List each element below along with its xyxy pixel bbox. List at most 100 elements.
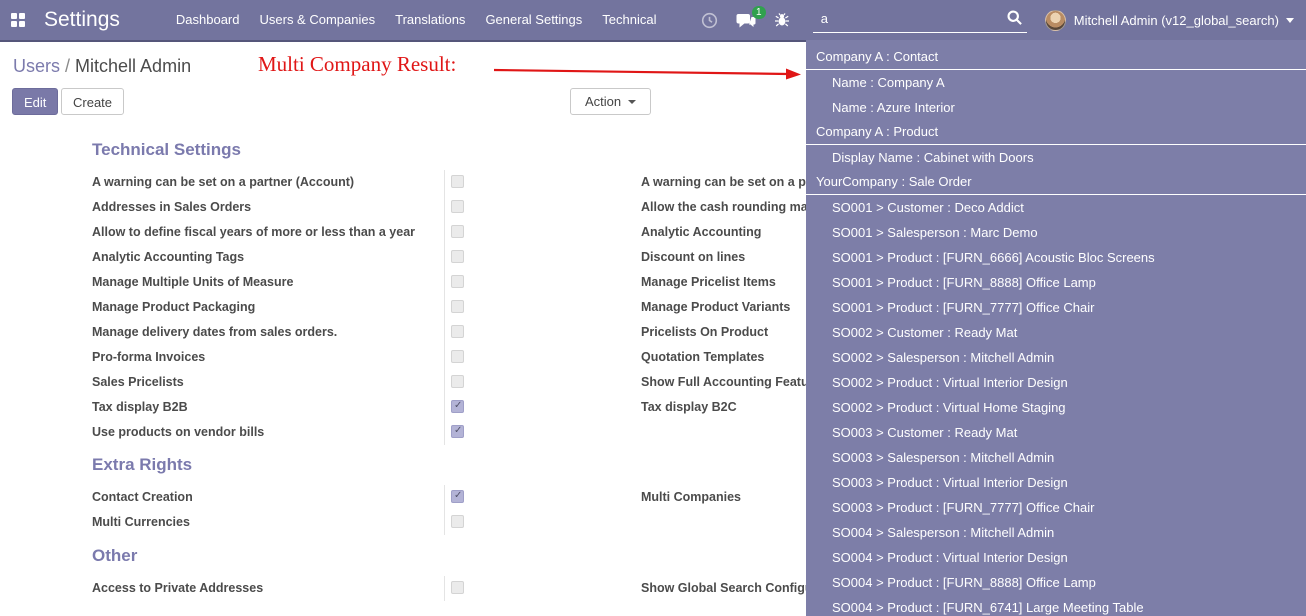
search-result-item[interactable]: SO002 > Salesperson : Mitchell Admin <box>832 350 1055 365</box>
systray: 1 Mitchell Admi <box>692 5 1306 33</box>
setting-cell: Manage delivery dates from sales orders. <box>92 320 641 345</box>
menu-translations[interactable]: Translations <box>395 12 466 27</box>
search-result-item[interactable]: SO003 > Salesperson : Mitchell Admin <box>832 450 1055 465</box>
search-result-item[interactable]: SO001 > Customer : Deco Addict <box>832 200 1024 215</box>
setting-cell: Tax display B2B <box>92 395 641 420</box>
setting-label: Quotation Templates <box>641 350 765 364</box>
setting-cell: Multi Currencies <box>92 510 641 535</box>
setting-label: Show Full Accounting Features <box>641 375 828 389</box>
setting-label: Tax display B2B <box>92 400 188 414</box>
breadcrumb-current: Mitchell Admin <box>75 56 192 76</box>
column-separator <box>444 170 445 445</box>
user-avatar <box>1044 9 1066 31</box>
navbar-bottom-border <box>0 40 1306 42</box>
apps-grid-icon <box>11 13 25 27</box>
search-result-item[interactable]: Name : Azure Interior <box>832 100 955 115</box>
apps-menu-button[interactable] <box>0 13 36 27</box>
section-title: Technical Settings <box>92 140 241 159</box>
search-result-item[interactable]: SO003 > Customer : Ready Mat <box>832 425 1018 440</box>
setting-row: Use products on vendor bills <box>92 420 1306 445</box>
setting-checkbox[interactable] <box>451 225 464 238</box>
setting-checkbox[interactable] <box>451 325 464 338</box>
search-result-item[interactable]: SO002 > Customer : Ready Mat <box>832 325 1018 340</box>
setting-label: Manage Product Variants <box>641 300 791 314</box>
search-result-item[interactable]: SO004 > Salesperson : Mitchell Admin <box>832 525 1055 540</box>
chevron-down-icon <box>1286 17 1294 23</box>
setting-label: Sales Pricelists <box>92 375 184 389</box>
create-button[interactable]: Create <box>61 88 125 115</box>
search-result-item[interactable]: SO001 > Product : [FURN_7777] Office Cha… <box>832 300 1095 315</box>
global-search-box <box>812 7 1027 33</box>
setting-checkbox[interactable] <box>451 350 464 363</box>
bug-icon <box>774 13 789 27</box>
setting-checkbox[interactable] <box>451 300 464 313</box>
menu-users-companies[interactable]: Users & Companies <box>259 12 376 27</box>
setting-label: Show Global Search Configuration <box>641 581 848 595</box>
messages-button[interactable]: 1 <box>727 5 766 29</box>
section-title: Other <box>92 546 138 565</box>
search-result-category: Company A : Product <box>806 120 1306 145</box>
setting-label: A warning can be set on a partner (Accou… <box>92 175 355 189</box>
search-result-item[interactable]: SO003 > Product : [FURN_7777] Office Cha… <box>832 500 1095 515</box>
setting-checkbox[interactable] <box>451 200 464 213</box>
section-title: Extra Rights <box>92 455 193 474</box>
user-menu[interactable]: Mitchell Admin (v12_global_search) <box>1037 9 1306 31</box>
debug-button[interactable] <box>765 12 799 28</box>
setting-checkbox[interactable] <box>451 425 464 438</box>
menu-dashboard[interactable]: Dashboard <box>175 12 240 27</box>
search-result-item[interactable]: Name : Company A <box>832 75 945 90</box>
search-result-item[interactable]: SO003 > Product : Virtual Interior Desig… <box>832 475 1068 490</box>
setting-checkbox[interactable] <box>451 250 464 263</box>
search-result-item[interactable]: SO001 > Salesperson : Marc Demo <box>832 225 1038 240</box>
menu-general-settings[interactable]: General Settings <box>485 12 583 27</box>
search-result-item[interactable]: SO002 > Product : Virtual Interior Desig… <box>832 375 1068 390</box>
setting-label: Access to Private Addresses <box>92 581 264 595</box>
messages-count-badge: 1 <box>751 5 766 19</box>
action-button[interactable]: Action <box>570 88 652 115</box>
breadcrumb-users-link[interactable]: Users <box>13 56 61 76</box>
setting-cell: Use products on vendor bills <box>92 420 641 445</box>
global-search-dropdown: Company A : Contact Name : Company A Name … <box>806 40 1306 616</box>
setting-row: Manage Multiple Units of Measure Manage P… <box>92 270 1306 295</box>
setting-label: Pro-forma Invoices <box>92 350 206 364</box>
setting-checkbox[interactable] <box>451 375 464 388</box>
setting-label: Pricelists On Product <box>641 325 769 339</box>
column-separator <box>444 485 445 535</box>
setting-checkbox[interactable] <box>451 175 464 188</box>
menu-technical[interactable]: Technical <box>602 12 657 27</box>
global-search-input[interactable] <box>812 7 1027 33</box>
app-title[interactable]: Settings <box>44 8 120 31</box>
setting-checkbox[interactable] <box>451 581 464 594</box>
edit-button[interactable]: Edit <box>12 88 59 115</box>
magnifier-icon[interactable] <box>1006 9 1023 26</box>
search-result-item[interactable]: SO001 > Product : [FURN_8888] Office Lam… <box>832 275 1096 290</box>
setting-cell: Analytic Accounting Tags <box>92 245 641 270</box>
setting-label: Analytic Accounting <box>641 225 762 239</box>
search-result-item[interactable]: SO002 > Product : Virtual Home Staging <box>832 400 1066 415</box>
breadcrumb-separator: / <box>60 56 76 76</box>
setting-label: Analytic Accounting Tags <box>92 250 245 264</box>
search-result-item[interactable]: SO004 > Product : [FURN_8888] Office Lam… <box>832 575 1096 590</box>
activities-button[interactable] <box>692 12 727 29</box>
search-result-item[interactable]: SO004 > Product : Virtual Interior Desig… <box>832 550 1068 565</box>
search-result-item[interactable]: Display Name : Cabinet with Doors <box>832 150 1034 165</box>
search-result-category: Company A : Contact <box>806 45 1306 70</box>
action-button-label: Action <box>585 94 622 109</box>
setting-cell: Access to Private Addresses <box>92 576 641 601</box>
setting-checkbox[interactable] <box>451 275 464 288</box>
setting-checkbox[interactable] <box>451 490 464 503</box>
setting-checkbox[interactable] <box>451 515 464 528</box>
setting-label: Manage delivery dates from sales orders. <box>92 325 338 339</box>
search-result-category: YourCompany : Sale Order <box>806 170 1306 195</box>
setting-label: Manage Pricelist Items <box>641 275 776 289</box>
setting-label: Addresses in Sales Orders <box>92 200 252 214</box>
setting-label: Manage Multiple Units of Measure <box>92 275 294 289</box>
setting-label: Allow to define fiscal years of more or … <box>92 225 416 239</box>
setting-checkbox[interactable] <box>451 400 464 413</box>
annotation-arrow <box>493 68 801 80</box>
annotation-text: Multi Company Result: <box>258 52 457 76</box>
chevron-down-icon <box>628 99 637 104</box>
search-result-item[interactable]: SO001 > Product : [FURN_6666] Acoustic B… <box>832 250 1155 265</box>
setting-cell: Manage Product Packaging <box>92 295 641 320</box>
search-result-item[interactable]: SO004 > Product : [FURN_6741] Large Meet… <box>832 600 1144 615</box>
